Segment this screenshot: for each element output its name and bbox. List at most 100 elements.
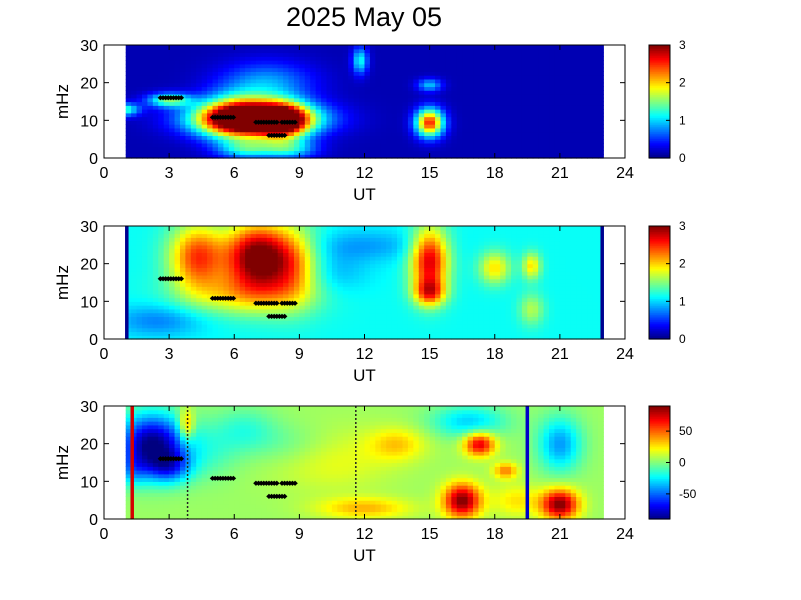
heatmap-cell xyxy=(261,146,268,152)
heatmap-cell xyxy=(364,124,371,129)
heatmap-cell xyxy=(445,248,452,253)
heatmap-cell xyxy=(440,312,447,317)
heatmap-cell xyxy=(375,323,382,329)
heatmap-cell xyxy=(283,60,290,65)
heatmap-cell xyxy=(587,45,594,50)
heatmap-cell xyxy=(272,139,279,144)
heatmap-cell xyxy=(348,82,355,88)
heatmap-cell xyxy=(386,82,393,88)
heatmap-cell xyxy=(196,226,203,231)
heatmap-cell xyxy=(483,297,490,302)
heatmap-cell xyxy=(304,146,311,152)
heatmap-cell xyxy=(397,67,404,72)
heatmap-cell xyxy=(315,60,322,65)
heatmap-cell xyxy=(141,67,149,72)
heatmap-cell xyxy=(185,105,192,110)
heatmap-cell xyxy=(500,320,507,325)
heatmap-cell xyxy=(424,97,431,103)
heatmap-cell xyxy=(369,297,376,302)
heatmap-cell xyxy=(348,301,355,306)
heatmap-cell xyxy=(174,52,181,57)
heatmap-cell xyxy=(255,248,262,253)
heatmap-cell xyxy=(299,90,306,95)
heatmap-cell xyxy=(212,105,219,110)
heatmap-cell xyxy=(152,146,159,152)
heatmap-cell xyxy=(380,86,387,91)
heatmap-cell xyxy=(413,229,420,235)
heatmap-cell xyxy=(299,233,306,238)
heatmap-cell xyxy=(179,271,187,276)
heatmap-cell xyxy=(141,101,149,106)
heatmap-cell xyxy=(315,86,322,91)
heatmap-cell xyxy=(538,48,545,54)
heatmap-cell xyxy=(266,139,273,144)
heatmap-cell xyxy=(136,150,143,155)
heatmap-cell xyxy=(407,124,414,129)
heatmap-cell xyxy=(478,316,485,321)
heatmap-cell xyxy=(169,112,176,118)
heatmap-cell xyxy=(369,301,376,306)
heatmap-cell xyxy=(456,271,463,276)
heatmap-cell xyxy=(234,131,241,136)
heatmap-cell xyxy=(315,75,322,80)
heatmap-cell xyxy=(141,331,149,336)
heatmap-cell xyxy=(581,109,588,114)
heatmap-cell xyxy=(131,308,138,314)
heatmap-cell xyxy=(179,286,187,291)
heatmap-cell xyxy=(125,116,132,121)
heatmap-cell xyxy=(418,290,425,295)
heatmap-cell xyxy=(293,142,300,148)
heatmap-cell xyxy=(397,316,404,321)
heatmap-cell xyxy=(554,135,561,140)
heatmap-cell xyxy=(125,308,132,314)
heatmap-cell xyxy=(152,124,159,129)
heatmap-cell xyxy=(478,131,485,136)
heatmap-cell xyxy=(196,263,203,269)
heatmap-cell xyxy=(359,259,366,265)
heatmap-cell xyxy=(418,259,425,265)
heatmap-cell xyxy=(190,229,197,235)
heatmap-cell xyxy=(201,120,208,125)
heatmap-cell xyxy=(391,78,398,84)
heatmap-cell xyxy=(266,293,273,299)
heatmap-cell xyxy=(505,52,512,57)
heatmap-cell xyxy=(326,293,333,299)
heatmap-cell xyxy=(342,116,349,121)
heatmap-cell xyxy=(190,320,197,325)
heatmap-cell xyxy=(413,52,420,57)
heatmap-cell xyxy=(445,93,452,99)
heatmap-cell xyxy=(125,90,132,95)
heatmap-cell xyxy=(353,320,360,325)
heatmap-cell xyxy=(380,226,387,231)
heatmap-cell xyxy=(483,259,490,265)
colorbar-swatch xyxy=(649,69,670,73)
heatmap-cell xyxy=(136,67,143,72)
heatmap-cell xyxy=(315,78,322,84)
heatmap-cell xyxy=(239,252,246,257)
heatmap-cell xyxy=(299,124,306,129)
heatmap-cell xyxy=(136,90,143,95)
heatmap-cell xyxy=(234,105,241,110)
heatmap-cell xyxy=(462,252,469,257)
heatmap-cell xyxy=(462,124,469,129)
heatmap-cell xyxy=(147,335,154,340)
heatmap-cell xyxy=(375,267,382,272)
heatmap-cell xyxy=(174,282,181,287)
heatmap-cell xyxy=(131,263,138,269)
heatmap-cell xyxy=(169,297,176,302)
heatmap-cell xyxy=(375,308,382,314)
heatmap-cell xyxy=(407,45,414,50)
heatmap-cell xyxy=(565,90,572,95)
heatmap-cell xyxy=(190,48,197,54)
heatmap-cell xyxy=(467,112,474,118)
heatmap-cell xyxy=(413,135,420,140)
heatmap-cell xyxy=(489,146,496,152)
heatmap-cell xyxy=(217,75,224,80)
heatmap-cell xyxy=(429,312,436,317)
colorbar-swatch xyxy=(649,150,670,154)
heatmap-cell xyxy=(190,60,197,65)
heatmap-cell xyxy=(576,78,583,84)
heatmap-cell xyxy=(418,48,425,54)
heatmap-cell xyxy=(337,305,344,310)
heatmap-cell xyxy=(500,90,507,95)
